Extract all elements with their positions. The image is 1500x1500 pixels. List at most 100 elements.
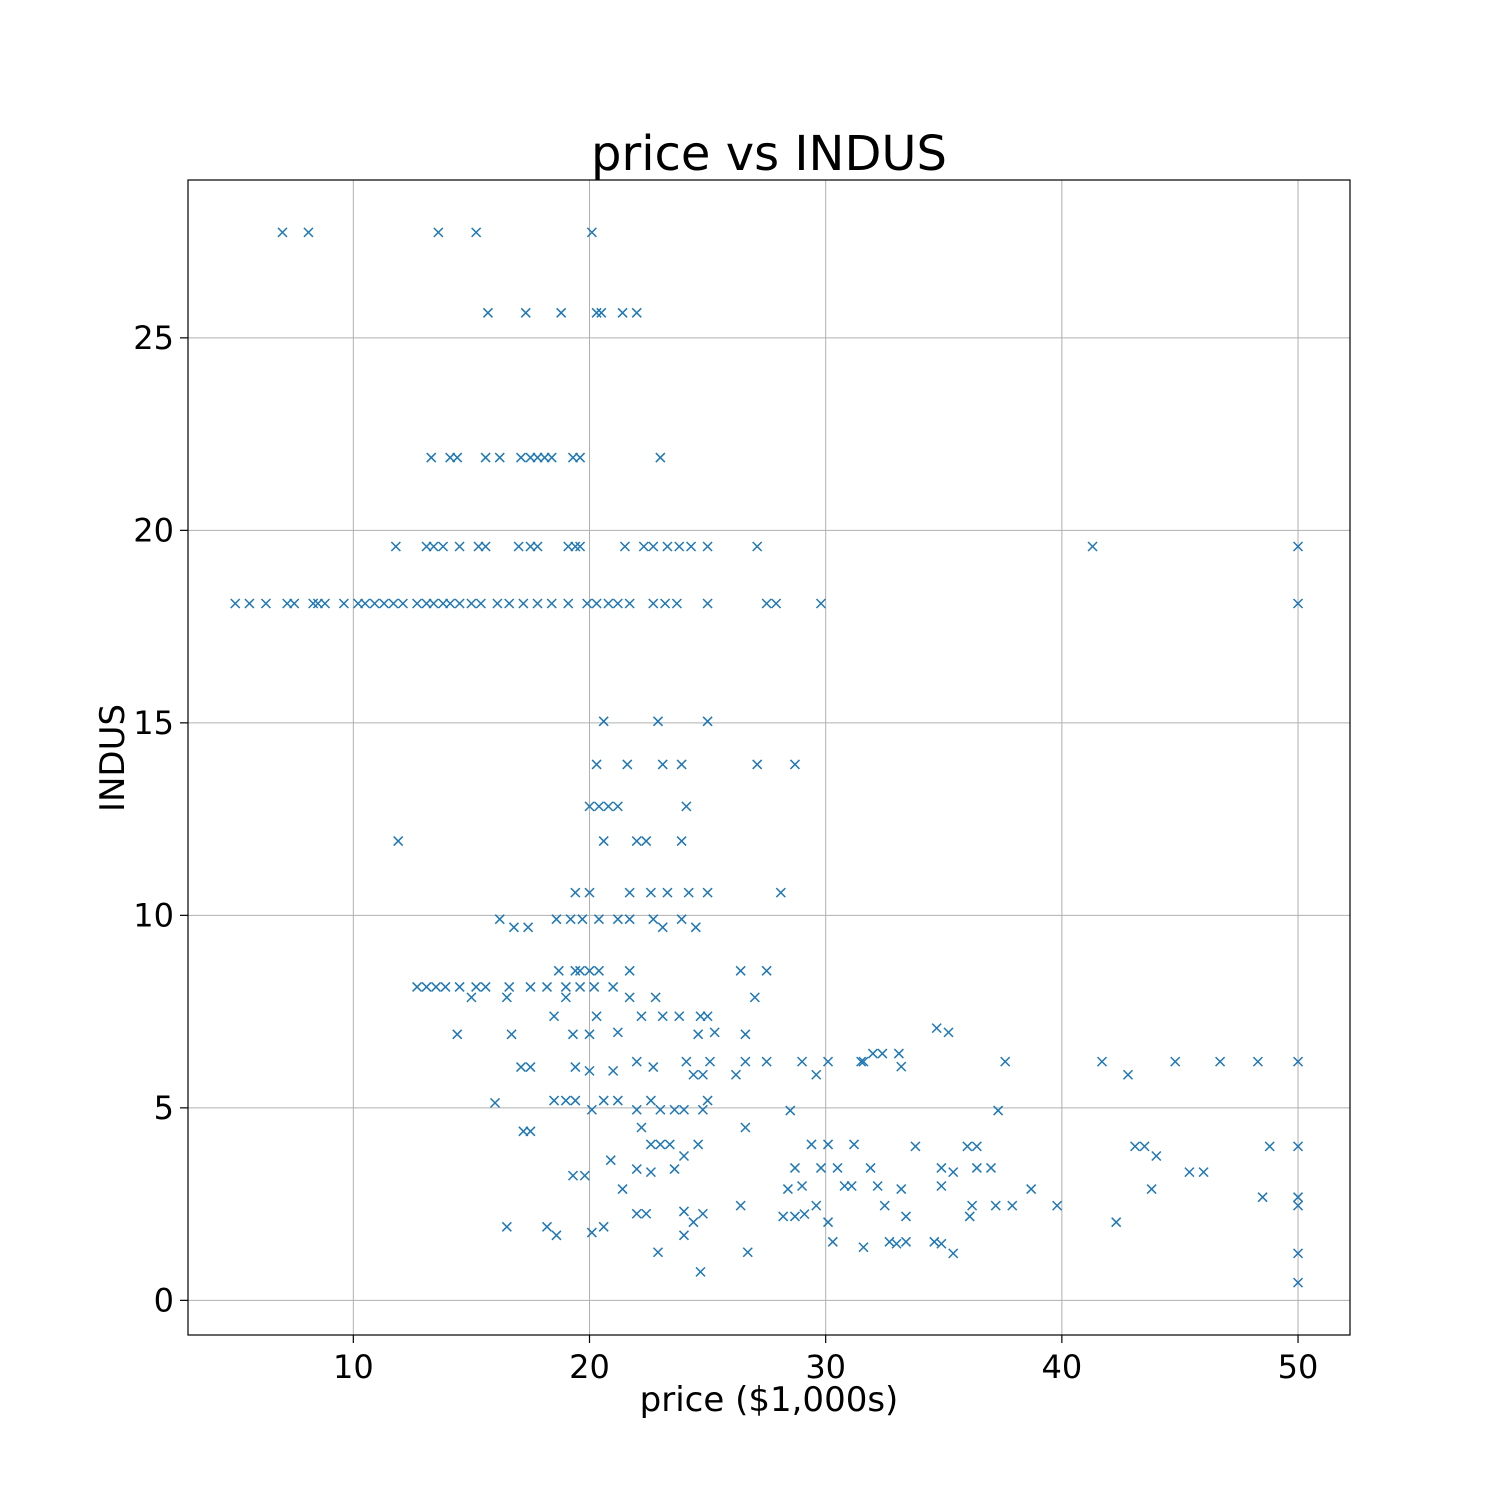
data-point: [560, 992, 571, 1003]
data-point: [475, 598, 486, 609]
data-point: [480, 541, 491, 552]
data-point: [244, 598, 255, 609]
data-point: [681, 801, 692, 812]
data-point: [612, 1095, 623, 1106]
data-point: [858, 1056, 869, 1067]
data-point: [490, 1097, 501, 1108]
data-point: [619, 541, 630, 552]
data-point: [494, 914, 505, 925]
data-point: [761, 965, 772, 976]
data-point: [421, 598, 432, 609]
data-point: [433, 227, 444, 238]
data-point: [778, 1211, 789, 1222]
data-point: [688, 1217, 699, 1228]
data-point: [586, 1227, 597, 1238]
data-point: [466, 992, 477, 1003]
data-point: [421, 981, 432, 992]
data-point: [454, 541, 465, 552]
data-point: [645, 1095, 656, 1106]
data-point: [657, 759, 668, 770]
data-point: [931, 1023, 942, 1034]
data-point: [631, 1056, 642, 1067]
data-point: [480, 981, 491, 992]
data-point: [1293, 1248, 1304, 1259]
data-point: [645, 1139, 656, 1150]
data-point: [664, 1139, 675, 1150]
data-point: [452, 1029, 463, 1040]
data-point: [567, 1170, 579, 1181]
data-point: [771, 598, 782, 609]
data-point: [584, 965, 595, 976]
data-point: [884, 1236, 895, 1247]
data-point: [570, 965, 581, 976]
data-point: [277, 227, 288, 238]
data-point: [508, 922, 519, 933]
data-point: [896, 1061, 907, 1072]
data-point: [872, 1180, 883, 1192]
data-point: [546, 598, 557, 609]
data-point: [742, 1247, 753, 1258]
data-point: [617, 307, 628, 318]
data-point: [622, 759, 633, 770]
data-point: [697, 1104, 708, 1115]
data-point: [648, 1062, 659, 1073]
data-point: [1111, 1217, 1122, 1228]
data-point: [445, 452, 456, 463]
data-point: [438, 598, 449, 609]
data-point: [308, 598, 319, 609]
data-point: [638, 541, 649, 552]
data-point: [397, 598, 408, 609]
data-point: [445, 598, 456, 609]
data-point: [440, 981, 451, 992]
data-point: [827, 1236, 838, 1247]
data-point: [438, 541, 449, 552]
data-point: [546, 452, 557, 463]
data-point: [1252, 1056, 1263, 1067]
data-point: [575, 541, 586, 552]
data-point: [702, 1095, 713, 1106]
data-point: [806, 1139, 817, 1150]
data-point: [1198, 1167, 1209, 1178]
data-point: [867, 1048, 878, 1059]
data-point: [584, 887, 595, 898]
data-point: [494, 452, 505, 463]
data-point: [735, 965, 746, 976]
data-point: [1139, 1141, 1150, 1152]
data-point: [378, 598, 390, 609]
data-point: [353, 598, 364, 609]
data-point: [369, 598, 380, 609]
data-point: [662, 887, 673, 898]
data-point: [570, 887, 581, 898]
data-point: [598, 1221, 609, 1232]
data-point: [697, 1069, 708, 1080]
data-point: [648, 914, 659, 925]
data-point: [985, 1162, 997, 1173]
data-point: [1293, 541, 1304, 552]
data-point: [473, 541, 484, 552]
data-point: [655, 1104, 666, 1115]
plot-frame: [187, 179, 1351, 1336]
data-point: [631, 1104, 642, 1115]
data-point: [612, 1027, 623, 1038]
data-point: [1293, 1200, 1304, 1211]
data-point: [636, 1011, 647, 1022]
data-point: [428, 541, 439, 552]
data-point: [1096, 1056, 1108, 1067]
data-point: [709, 1027, 720, 1038]
data-point: [520, 307, 531, 318]
data-point: [563, 598, 574, 609]
data-point: [910, 1141, 921, 1152]
data-point: [1264, 1141, 1275, 1152]
data-point: [532, 541, 543, 552]
data-point: [1293, 1056, 1304, 1067]
data-point: [525, 1126, 536, 1137]
y-tick-label: 20: [133, 511, 174, 549]
y-tick-label: 15: [133, 704, 174, 742]
data-point: [563, 541, 574, 552]
data-point: [652, 716, 664, 727]
data-point: [648, 541, 659, 552]
data-point: [312, 598, 323, 609]
data-point: [579, 1170, 590, 1181]
data-point: [671, 598, 682, 609]
data-point: [612, 598, 623, 609]
